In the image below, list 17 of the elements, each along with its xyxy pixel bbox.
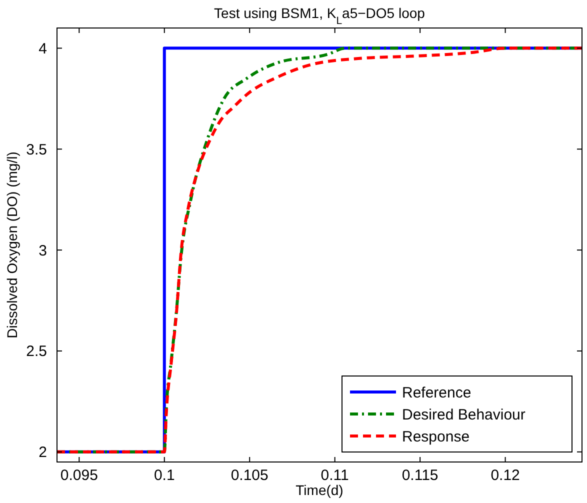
y-tick-label: 3.5 <box>26 141 47 158</box>
chart-title: Test using BSM1, K$_{L}$a5−DO5 loop <box>214 5 426 27</box>
legend-label: Response <box>402 428 470 446</box>
y-tick-label: 2 <box>38 444 47 462</box>
x-tick-label: 0.12 <box>490 467 520 484</box>
x-tick-label: 0.11 <box>320 467 349 484</box>
y-axis-title: Dissolved Oxygen (DO) (mg/l) <box>4 152 20 338</box>
y-tick-label: 4 <box>38 40 47 58</box>
x-tick-label: 0.095 <box>60 467 98 484</box>
x-tick-label: 0.115 <box>402 467 438 484</box>
legend-label: Desired Behaviour <box>402 406 526 424</box>
x-tick-label: 0.105 <box>230 467 268 484</box>
x-tick-label: 0.1 <box>154 467 175 484</box>
y-tick-label: 3 <box>38 242 47 260</box>
x-axis-title: Time(d) <box>296 482 344 498</box>
y-tick-label: 2.5 <box>26 343 47 360</box>
legend-label: Reference <box>402 384 472 402</box>
